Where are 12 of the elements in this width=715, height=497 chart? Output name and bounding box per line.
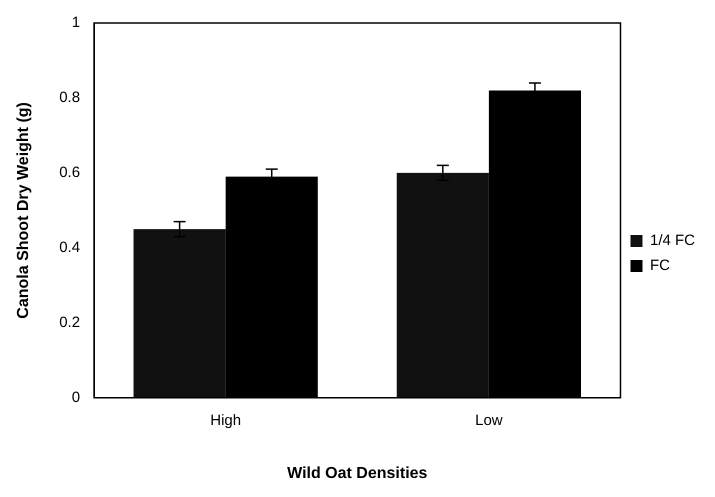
y-tick-label: 0.4: [59, 239, 80, 256]
y-axis-title: Canola Shoot Dry Weight (g): [15, 102, 32, 319]
y-tick-label: 0.8: [59, 89, 80, 106]
legend-label: 1/4 FC: [650, 232, 696, 250]
x-tick-label: Low: [475, 412, 503, 429]
y-tick-label: 0.2: [59, 314, 80, 331]
legend-label: FC: [650, 257, 670, 274]
y-tick-label: 0: [72, 388, 80, 406]
y-tick-label: 1: [72, 14, 80, 32]
x-tick-label: High: [210, 412, 242, 429]
x-axis-title: Wild Oat Densities: [287, 464, 428, 482]
y-tick-label: 0.6: [59, 164, 80, 182]
